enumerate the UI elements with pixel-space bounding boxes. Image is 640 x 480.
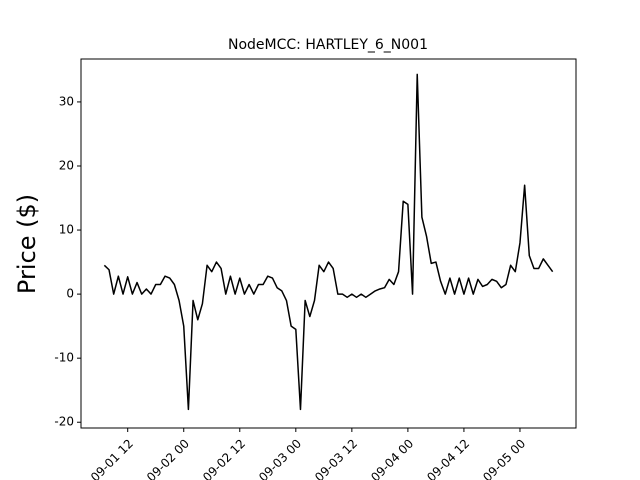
y-tick-label: 0 — [66, 287, 74, 301]
x-tick-label: 09-02 00 — [144, 436, 192, 480]
y-tick-label: 10 — [59, 223, 74, 237]
y-tick-label: 20 — [59, 158, 74, 172]
x-tick-label: 09-02 12 — [200, 436, 248, 480]
plot-frame — [80, 58, 577, 429]
x-tick-label: 09-03 12 — [312, 436, 360, 480]
line-series — [103, 73, 554, 411]
y-tick-label: -10 — [54, 351, 74, 365]
x-tick-label: 09-04 12 — [424, 436, 472, 480]
y-axis-label: Price ($) — [13, 194, 41, 294]
chart-title: NodeMCC: HARTLEY_6_N001 — [228, 37, 428, 53]
y-tick-label: -20 — [54, 415, 74, 429]
y-tick-label: 30 — [59, 94, 74, 108]
x-tick-label: 09-03 00 — [256, 436, 304, 480]
x-tick-label: 09-04 00 — [368, 436, 416, 480]
x-tick-label: 09-05 00 — [480, 436, 528, 480]
x-tick-label: 09-01 12 — [88, 436, 136, 480]
